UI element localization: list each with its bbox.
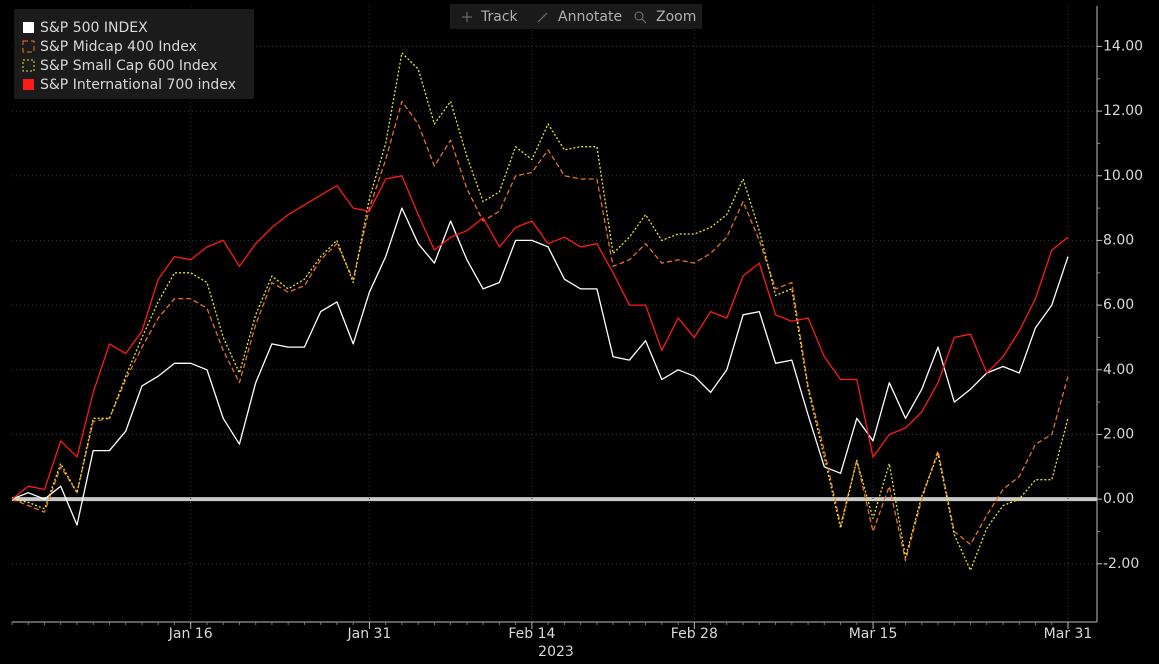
legend-swatch bbox=[23, 79, 34, 90]
track-button[interactable]: Track bbox=[462, 9, 519, 25]
y-tick-label: 10.00 bbox=[1103, 168, 1143, 184]
toolbar-bg bbox=[450, 4, 702, 29]
series-line bbox=[11, 52, 1069, 571]
y-tick-label: 8.00 bbox=[1103, 232, 1134, 248]
x-tick-label: Mar 31 bbox=[1044, 626, 1093, 642]
y-tick-label: -2.00 bbox=[1103, 556, 1139, 572]
annotate-button[interactable]: Annotate bbox=[537, 9, 622, 25]
x-tick-label: Mar 15 bbox=[849, 626, 898, 642]
legend-label: S&P 500 INDEX bbox=[40, 20, 148, 36]
series-line bbox=[11, 175, 1069, 500]
legend: S&P 500 INDEX S&P Midcap 400 Index S&P Sma… bbox=[14, 9, 254, 99]
toolbar: Track Annotate Zoom bbox=[450, 4, 702, 29]
series-line bbox=[11, 207, 1069, 526]
y-tick-label: 4.00 bbox=[1103, 362, 1134, 378]
x-tick-label: Jan 16 bbox=[168, 626, 213, 642]
legend-swatch bbox=[23, 22, 34, 33]
plot-area bbox=[11, 6, 1097, 622]
track-icon bbox=[462, 12, 472, 22]
legend-label: S&P International 700 index bbox=[40, 77, 236, 93]
y-tick-label: 2.00 bbox=[1103, 426, 1134, 442]
zoom-button[interactable]: Zoom bbox=[634, 9, 696, 25]
annotate-label: Annotate bbox=[558, 9, 622, 25]
annotate-icon bbox=[537, 12, 548, 23]
y-tick-label: 6.00 bbox=[1103, 297, 1134, 313]
legend-swatch bbox=[22, 59, 35, 72]
legend-bg bbox=[14, 9, 254, 99]
legend-swatch bbox=[22, 40, 35, 53]
series-line bbox=[11, 100, 1069, 562]
y-tick-label: 12.00 bbox=[1103, 103, 1143, 119]
zoom-label: Zoom bbox=[656, 9, 696, 25]
y-tick-label: 0.00 bbox=[1103, 491, 1134, 507]
legend-label: S&P Small Cap 600 Index bbox=[40, 58, 217, 74]
y-tick-label: 14.00 bbox=[1103, 38, 1143, 54]
x-tick-label: Feb 14 bbox=[508, 626, 555, 642]
legend-label: S&P Midcap 400 Index bbox=[40, 39, 197, 55]
zoom-icon-handle bbox=[641, 18, 647, 24]
zoom-icon bbox=[634, 11, 644, 21]
track-label: Track bbox=[480, 9, 519, 25]
x-sublabel: 2023 bbox=[538, 644, 574, 660]
x-tick-label: Jan 31 bbox=[346, 626, 391, 642]
x-tick-label: Feb 28 bbox=[671, 626, 718, 642]
